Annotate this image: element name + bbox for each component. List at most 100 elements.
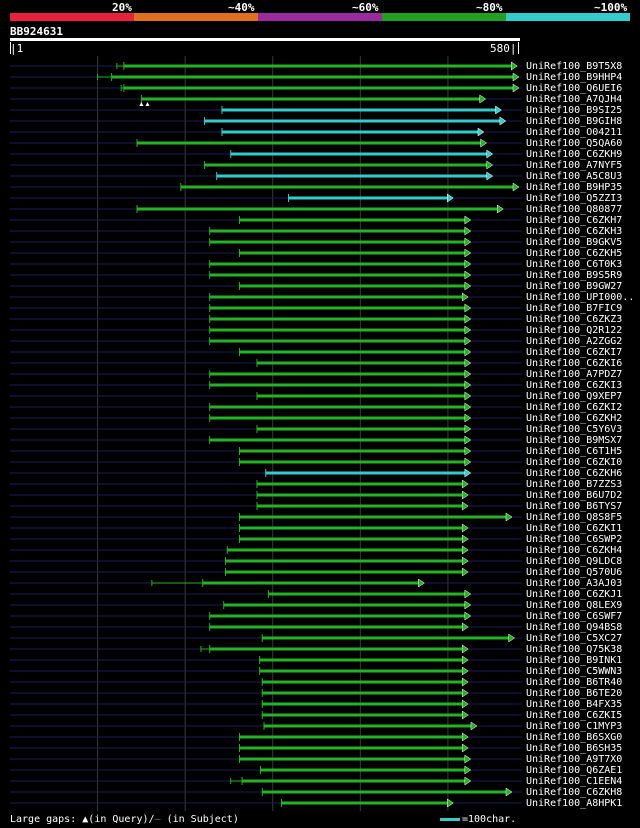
hit-label[interactable]: UniRef100_C6ZKH9 (526, 148, 623, 160)
hit-bar[interactable] (242, 779, 466, 783)
hit-bar[interactable] (256, 361, 466, 365)
hit-label[interactable]: UniRef100_Q9XEP7 (526, 390, 623, 402)
hit-bar[interactable] (239, 218, 466, 222)
hit-label[interactable]: UniRef100_Q2R122 (526, 324, 623, 336)
hit-label[interactable]: UniRef100_B6U7D2 (526, 489, 623, 501)
hit-label[interactable]: UniRef100_C6ZKI2 (526, 401, 623, 413)
hit-label[interactable]: UniRef100_C6T1H5 (526, 445, 623, 457)
hit-bar[interactable] (259, 669, 464, 673)
hit-label[interactable]: UniRef100_C6ZKJ1 (526, 588, 623, 600)
hit-label[interactable]: UniRef100_C6ZKH5 (526, 247, 623, 259)
hit-label[interactable]: UniRef100_A3AJ03 (526, 577, 623, 589)
hit-bar[interactable] (204, 119, 501, 123)
hit-label[interactable]: UniRef100_C6ZKH7 (526, 214, 623, 226)
hit-label[interactable]: UniRef100_Q75K38 (526, 643, 623, 655)
hit-label[interactable]: UniRef100_B9S5R9 (526, 269, 623, 281)
hit-bar[interactable] (209, 614, 466, 618)
hit-bar[interactable] (239, 284, 466, 288)
hit-label[interactable]: UniRef100_A7NYF5 (526, 159, 623, 171)
hit-bar[interactable] (137, 207, 499, 211)
hit-bar[interactable] (137, 141, 482, 145)
hit-label[interactable]: UniRef100_B9INK1 (526, 654, 623, 666)
hit-bar[interactable] (264, 724, 472, 728)
hit-label[interactable]: UniRef100_B7ZZS3 (526, 478, 623, 490)
hit-bar[interactable] (227, 548, 464, 552)
hit-bar[interactable] (262, 636, 510, 640)
hit-bar[interactable] (221, 108, 497, 112)
hit-bar[interactable] (256, 427, 466, 431)
hit-bar[interactable] (260, 768, 466, 772)
hit-bar[interactable] (262, 691, 464, 695)
hit-bar[interactable] (204, 163, 488, 167)
hit-bar[interactable] (262, 713, 464, 717)
hit-bar[interactable] (202, 581, 420, 585)
hit-bar[interactable] (209, 647, 464, 651)
hit-label[interactable]: UniRef100_A9T7X0 (526, 753, 623, 765)
hit-bar[interactable] (221, 130, 479, 134)
hit-label[interactable]: UniRef100_Q6ZAE1 (526, 764, 623, 776)
hit-label[interactable]: UniRef100_O04211 (526, 126, 623, 138)
hit-bar[interactable] (239, 757, 466, 761)
hit-label[interactable]: UniRef100_C1EEN4 (526, 775, 623, 787)
hit-label[interactable]: UniRef100_C6ZKH4 (526, 544, 623, 556)
hit-bar[interactable] (265, 471, 466, 475)
hit-label[interactable]: UniRef100_B9HP35 (526, 181, 623, 193)
hit-bar[interactable] (216, 174, 488, 178)
hit-bar[interactable] (262, 790, 507, 794)
hit-bar[interactable] (209, 240, 466, 244)
hit-label[interactable]: UniRef100_C6ZKH6 (526, 467, 623, 479)
hit-bar[interactable] (239, 350, 466, 354)
hit-label[interactable]: UniRef100_C6ZKI0 (526, 456, 623, 468)
hit-bar[interactable] (225, 559, 464, 563)
hit-label[interactable]: UniRef100_A7QJH4 (526, 93, 623, 105)
hit-bar[interactable] (230, 152, 488, 156)
hit-bar[interactable] (209, 328, 466, 332)
hit-bar[interactable] (209, 383, 466, 387)
hit-label[interactable]: UniRef100_B6TE20 (526, 687, 623, 699)
hit-bar[interactable] (223, 603, 466, 607)
hit-label[interactable]: UniRef100_B9T5X8 (526, 60, 623, 72)
hit-label[interactable]: UniRef100_C5XC27 (526, 632, 623, 644)
hit-bar[interactable] (239, 251, 466, 255)
hit-label[interactable]: UniRef100_C6ZKH2 (526, 412, 623, 424)
hit-bar[interactable] (262, 680, 464, 684)
hit-bar[interactable] (262, 702, 464, 706)
hit-label[interactable]: UniRef100_B9GIH8 (526, 115, 623, 127)
hit-bar[interactable] (288, 196, 449, 200)
hit-bar[interactable] (209, 405, 466, 409)
hit-bar[interactable] (209, 372, 466, 376)
hit-label[interactable]: UniRef100_C6ZKZ3 (526, 313, 623, 325)
hit-bar[interactable] (180, 185, 515, 189)
hit-label[interactable]: UniRef100_A5C8U3 (526, 170, 623, 182)
hit-bar[interactable] (256, 504, 464, 508)
hit-bar[interactable] (141, 97, 481, 101)
hit-label[interactable]: UniRef100_C5WWN3 (526, 665, 623, 677)
hit-bar[interactable] (209, 295, 464, 299)
hit-label[interactable]: UniRef100_Q5QA60 (526, 137, 623, 149)
hit-label[interactable]: UniRef100_Q8S8F5 (526, 511, 623, 523)
hit-label[interactable]: UniRef100_C6ZKI5 (526, 709, 623, 721)
hit-bar[interactable] (209, 229, 466, 233)
hit-label[interactable]: UniRef100_B6SH35 (526, 742, 623, 754)
hit-bar[interactable] (209, 625, 464, 629)
hit-label[interactable]: UniRef100_C6ZKI3 (526, 379, 623, 391)
hit-bar[interactable] (239, 526, 464, 530)
hit-label[interactable]: UniRef100_C6SWP2 (526, 533, 623, 545)
hit-bar[interactable] (281, 801, 449, 805)
hit-bar[interactable] (256, 482, 464, 486)
hit-label[interactable]: UniRef100_B7FIC9 (526, 302, 623, 314)
hit-bar[interactable] (209, 416, 466, 420)
hit-label[interactable]: UniRef100_B6TR40 (526, 676, 623, 688)
hit-bar[interactable] (239, 746, 464, 750)
hit-label[interactable]: UniRef100_B9GKV5 (526, 236, 623, 248)
hit-label[interactable]: UniRef100_C6ZKI6 (526, 357, 623, 369)
hit-label[interactable]: UniRef100_A7PDZ7 (526, 368, 623, 380)
hit-bar[interactable] (256, 493, 464, 497)
hit-label[interactable]: UniRef100_C6ZKI7 (526, 346, 623, 358)
hit-bar[interactable] (239, 735, 464, 739)
hit-bar[interactable] (209, 306, 466, 310)
hit-label[interactable]: UniRef100_B9MSX7 (526, 434, 623, 446)
hit-bar[interactable] (209, 438, 466, 442)
hit-label[interactable]: UniRef100_C6ZKH8 (526, 786, 623, 798)
hit-label[interactable]: UniRef100_C6ZKI1 (526, 522, 623, 534)
